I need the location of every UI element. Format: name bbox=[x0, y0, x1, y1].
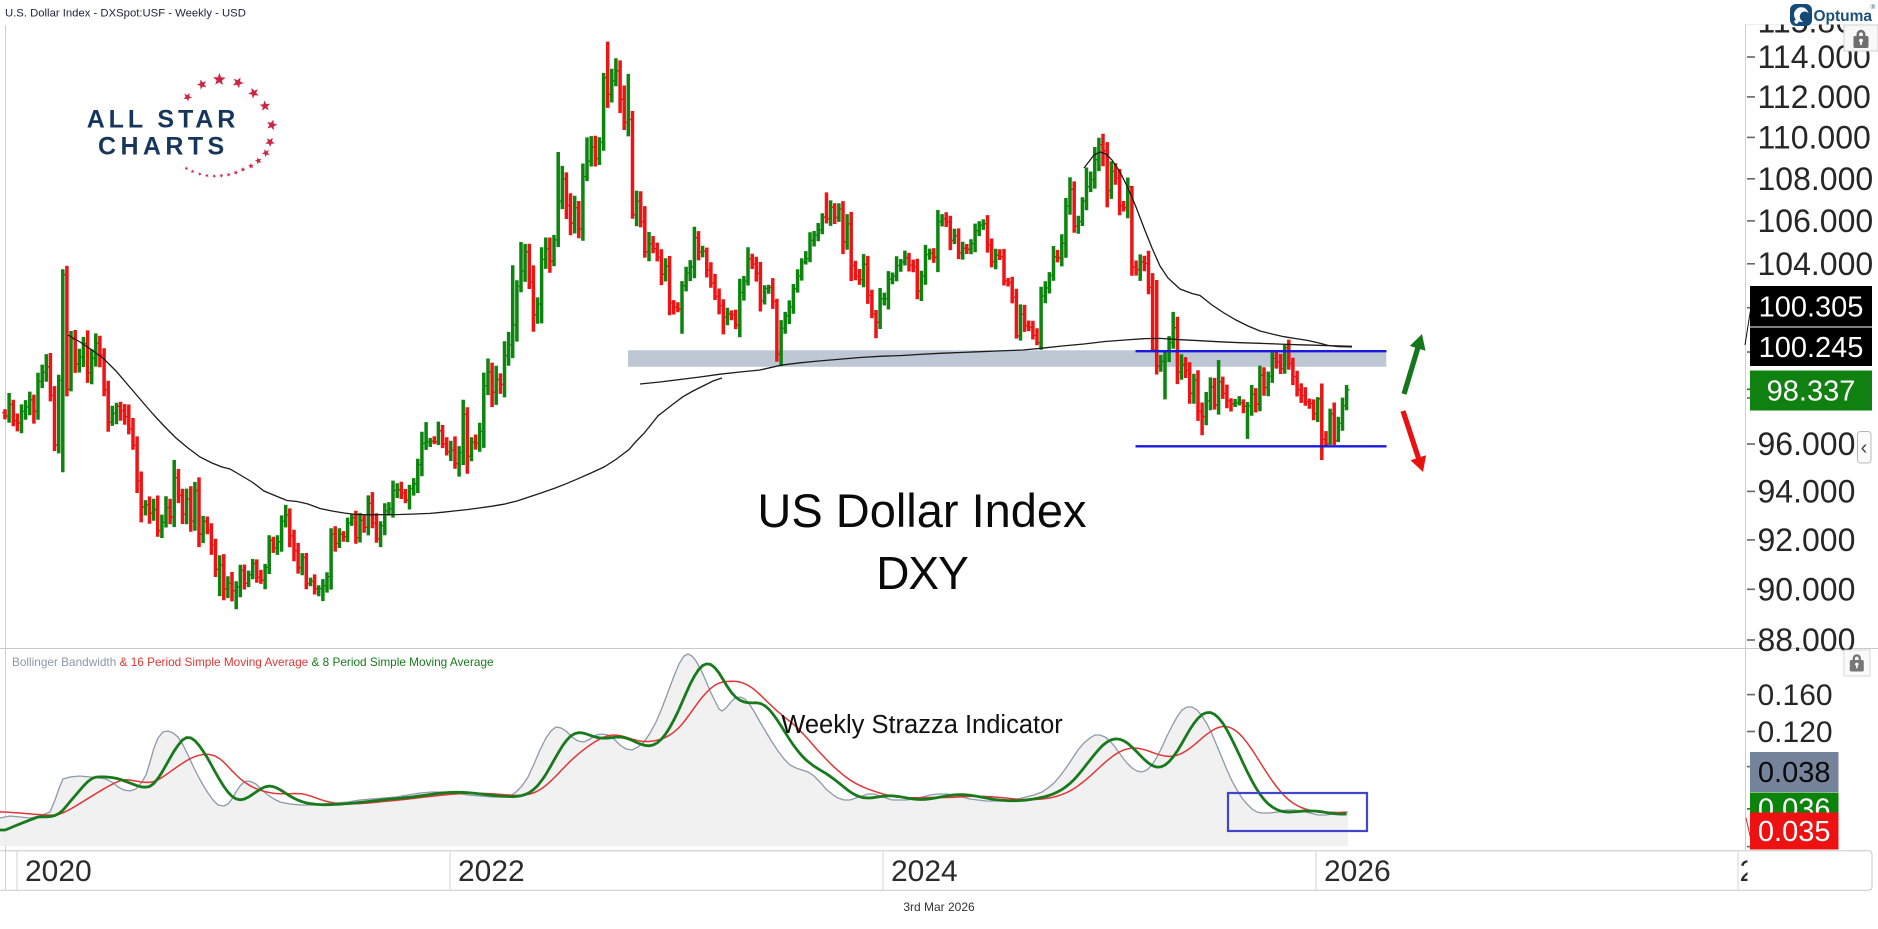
svg-text:88.000: 88.000 bbox=[1758, 622, 1856, 658]
svg-text:0.160: 0.160 bbox=[1758, 679, 1833, 712]
svg-text:100.305: 100.305 bbox=[1759, 291, 1864, 323]
svg-text:Bollinger Bandwidth & 16 Perio: Bollinger Bandwidth & 16 Period Simple M… bbox=[12, 655, 494, 669]
svg-text:U.S. Dollar Index - DXSpot:USF: U.S. Dollar Index - DXSpot:USF - Weekly … bbox=[5, 8, 246, 20]
svg-text:108.000: 108.000 bbox=[1758, 161, 1874, 197]
svg-text:2020: 2020 bbox=[25, 855, 92, 888]
svg-text:3rd Mar 2026: 3rd Mar 2026 bbox=[903, 900, 975, 914]
svg-text:0.038: 0.038 bbox=[1758, 757, 1831, 789]
svg-text:92.000: 92.000 bbox=[1758, 522, 1856, 558]
svg-text:CHARTS: CHARTS bbox=[98, 133, 229, 161]
svg-text:104.000: 104.000 bbox=[1758, 246, 1874, 282]
svg-text:Optuma: Optuma bbox=[1814, 8, 1873, 25]
svg-text:106.000: 106.000 bbox=[1758, 203, 1874, 239]
svg-text:‹: ‹ bbox=[1861, 437, 1868, 459]
svg-text:0.035: 0.035 bbox=[1758, 816, 1831, 848]
svg-text:2026: 2026 bbox=[1324, 855, 1391, 888]
svg-text:®: ® bbox=[1871, 3, 1876, 11]
svg-text:94.000: 94.000 bbox=[1758, 474, 1856, 510]
svg-text:Weekly Strazza Indicator: Weekly Strazza Indicator bbox=[781, 711, 1063, 739]
svg-text:ALL STAR: ALL STAR bbox=[87, 105, 240, 133]
svg-text:US Dollar Index: US Dollar Index bbox=[757, 484, 1086, 537]
svg-text:0.120: 0.120 bbox=[1758, 716, 1833, 749]
svg-text:110.000: 110.000 bbox=[1758, 120, 1871, 156]
svg-text:98.337: 98.337 bbox=[1767, 376, 1856, 408]
svg-text:90.000: 90.000 bbox=[1758, 572, 1856, 608]
svg-text:2028: 2028 bbox=[1740, 855, 1807, 888]
svg-text:96.000: 96.000 bbox=[1758, 426, 1856, 462]
svg-text:2022: 2022 bbox=[458, 855, 525, 888]
svg-text:DXY: DXY bbox=[876, 547, 968, 599]
svg-text:112.000: 112.000 bbox=[1758, 79, 1871, 115]
svg-text:2024: 2024 bbox=[891, 855, 958, 888]
svg-text:100.245: 100.245 bbox=[1759, 332, 1864, 364]
